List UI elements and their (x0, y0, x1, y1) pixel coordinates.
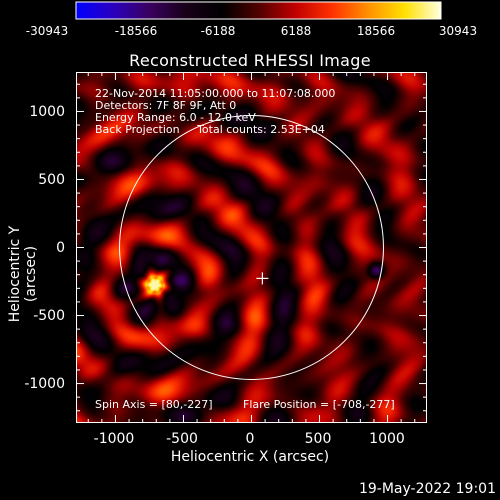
y-tick-label: -500 (33, 308, 65, 324)
info-line-method: Back Projection Total counts: 2.53E+04 (95, 123, 325, 136)
colorbar-tick-label: -6188 (200, 24, 236, 38)
info-line-detectors: Detectors: 7F 8F 9F, Att 0 (95, 99, 237, 112)
info-line-time: 22-Nov-2014 11:05:00.000 to 11:07:08.000 (95, 87, 336, 100)
colorbar-fill (75, 1, 442, 20)
solar-limb-circle (119, 115, 384, 380)
x-tick-label: 1000 (369, 431, 405, 447)
spin-axis-label: Spin Axis = [80,-227] (95, 398, 213, 411)
colorbar (75, 1, 442, 20)
x-tick-label: 0 (245, 431, 255, 447)
y-axis-label: Heliocentric Y (arcsec) (7, 225, 39, 323)
x-tick-label: -500 (166, 431, 198, 447)
axis-ticks (76, 72, 427, 423)
info-line-energy: Energy Range: 6.0 - 12.0 keV (95, 111, 256, 124)
x-tick-label: -1000 (93, 431, 135, 447)
colorbar-tick-label: 6188 (280, 24, 312, 38)
chart-title: Reconstructed RHESSI Image (129, 51, 371, 70)
y-tick-label: 0 (56, 240, 65, 256)
flare-position-label: Flare Position = [-708,-277] (243, 398, 395, 411)
y-tick-label: 1000 (29, 104, 65, 120)
date-stamp: 19-May-2022 19:01 (358, 481, 496, 497)
spin-axis-marker (256, 272, 269, 285)
x-axis-label: Heliocentric X (arcsec) (170, 449, 330, 465)
colorbar-tick-label: 18566 (356, 24, 396, 38)
y-tick-label: 500 (38, 172, 65, 188)
colorbar-tick-label: -18566 (114, 24, 158, 38)
x-tick-label: 500 (304, 431, 332, 447)
colorbar-tick-label: 30943 (438, 24, 478, 38)
y-tick-label: -1000 (24, 376, 65, 392)
colorbar-tick-label: -30943 (25, 24, 69, 38)
heatmap-image (76, 72, 427, 423)
